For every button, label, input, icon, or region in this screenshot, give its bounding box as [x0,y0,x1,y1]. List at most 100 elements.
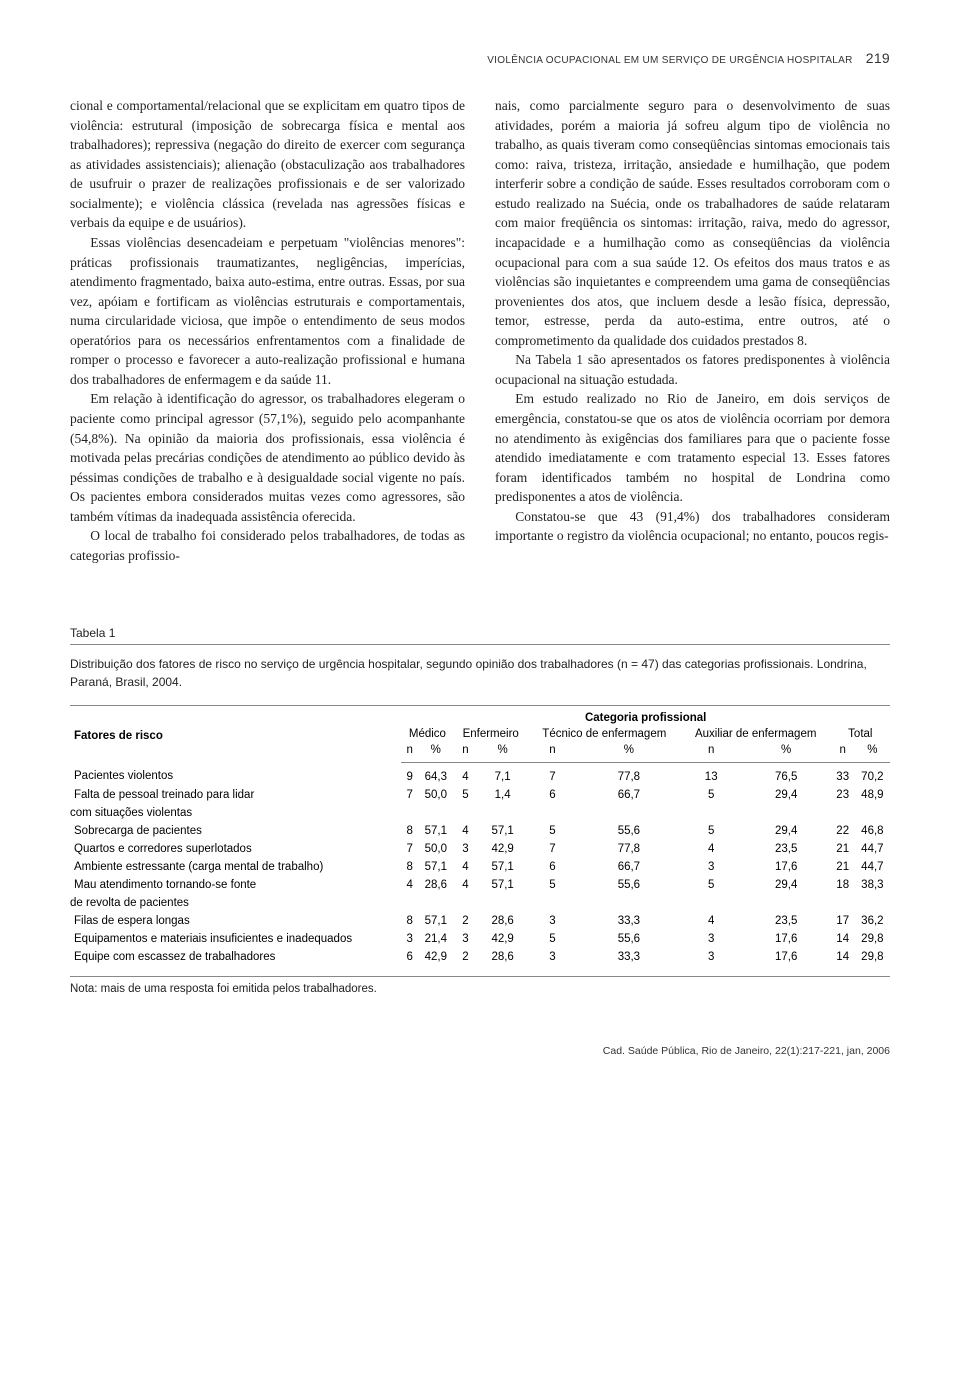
data-cell: 3 [528,912,577,930]
data-cell: 55,6 [577,822,681,840]
left-p2: Essas violências desencadeiam e perpetua… [70,233,465,390]
data-cell: 29,8 [855,948,890,966]
row-label: Pacientes violentos [70,762,401,786]
sub-pct: % [855,742,890,763]
data-cell: 28,6 [477,912,527,930]
data-cell: 6 [528,786,577,804]
row-label: Mau atendimento tornando-se fonte [70,876,401,894]
sub-pct: % [742,742,831,763]
data-cell: 23,5 [742,912,831,930]
data-cell: 33 [831,762,855,786]
data-cell: 3 [401,930,418,948]
data-cell: 29,4 [742,876,831,894]
data-cell: 66,7 [577,786,681,804]
data-cell: 77,8 [577,762,681,786]
data-cell: 8 [401,822,418,840]
sub-pct: % [418,742,453,763]
running-title: VIOLÊNCIA OCUPACIONAL EM UM SERVIÇO DE U… [487,55,852,66]
data-cell: 46,8 [855,822,890,840]
data-cell: 2 [454,912,478,930]
data-cell: 5 [528,876,577,894]
data-cell: 6 [401,948,418,966]
table-row: Quartos e corredores superlotados750,034… [70,840,890,858]
row-label: Falta de pessoal treinado para lidar [70,786,401,804]
table-row: Equipamentos e materiais insuficientes e… [70,930,890,948]
table-row: Sobrecarga de pacientes857,1457,1555,652… [70,822,890,840]
table-row: Filas de espera longas857,1228,6333,3423… [70,912,890,930]
data-cell: 5 [528,822,577,840]
table-note: Nota: mais de uma resposta foi emitida p… [70,976,890,995]
data-cell: 23,5 [742,840,831,858]
data-cell: 3 [681,930,742,948]
data-cell: 57,1 [477,822,527,840]
data-cell: 1,4 [477,786,527,804]
data-cell: 21 [831,858,855,876]
table-row: de revolta de pacientes [70,894,890,912]
row-label: Quartos e corredores superlotados [70,840,401,858]
table-1: Tabela 1 Distribuição dos fatores de ris… [70,626,890,995]
data-cell: 57,1 [477,858,527,876]
data-cell: 76,5 [742,762,831,786]
left-p3: Em relação à identificação do agressor, … [70,389,465,526]
data-cell: 50,0 [418,786,453,804]
data-cell: 21 [831,840,855,858]
data-cell: 57,1 [418,858,453,876]
row-sublabel: com situações violentas [70,804,890,822]
data-cell: 22 [831,822,855,840]
data-cell: 23 [831,786,855,804]
sub-n: n [454,742,478,763]
right-p2: Na Tabela 1 são apresentados os fatores … [495,350,890,389]
right-column: nais, como parcialmente seguro para o de… [495,96,890,566]
data-cell: 57,1 [418,912,453,930]
table-row: Pacientes violentos964,347,1777,81376,53… [70,762,890,786]
left-p4: O local de trabalho foi considerado pelo… [70,526,465,565]
running-header: VIOLÊNCIA OCUPACIONAL EM UM SERVIÇO DE U… [70,50,890,66]
fatores-header: Fatores de risco [70,705,401,762]
data-cell: 5 [681,876,742,894]
sub-n: n [831,742,855,763]
sub-pct: % [577,742,681,763]
data-cell: 21,4 [418,930,453,948]
data-cell: 33,3 [577,912,681,930]
data-cell: 57,1 [477,876,527,894]
data-cell: 66,7 [577,858,681,876]
table-row: Falta de pessoal treinado para lidar750,… [70,786,890,804]
data-cell: 17,6 [742,858,831,876]
col-tecnico: Técnico de enfermagem [528,726,681,742]
data-cell: 5 [454,786,478,804]
data-cell: 9 [401,762,418,786]
row-sublabel: de revolta de pacientes [70,894,890,912]
data-cell: 14 [831,948,855,966]
right-p1: nais, como parcialmente seguro para o de… [495,96,890,350]
table-row: Equipe com escassez de trabalhadores642,… [70,948,890,966]
body-columns: cional e comportamental/relacional que s… [70,96,890,566]
col-total: Total [831,726,890,742]
row-label: Sobrecarga de pacientes [70,822,401,840]
data-cell: 3 [681,858,742,876]
sub-n: n [528,742,577,763]
data-cell: 44,7 [855,858,890,876]
table-row: Mau atendimento tornando-se fonte428,645… [70,876,890,894]
data-cell: 7 [401,840,418,858]
col-medico: Médico [401,726,453,742]
data-cell: 7 [528,840,577,858]
sub-n: n [401,742,418,763]
data-cell: 77,8 [577,840,681,858]
data-cell: 57,1 [418,822,453,840]
page-number: 219 [866,50,890,66]
data-cell: 36,2 [855,912,890,930]
sub-n: n [681,742,742,763]
data-cell: 3 [681,948,742,966]
data-cell: 3 [528,948,577,966]
left-column: cional e comportamental/relacional que s… [70,96,465,566]
left-p1: cional e comportamental/relacional que s… [70,96,465,233]
row-label: Equipamentos e materiais insuficientes e… [70,930,401,948]
data-cell: 6 [528,858,577,876]
data-cell: 2 [454,948,478,966]
data-cell: 29,4 [742,786,831,804]
data-cell: 4 [454,762,478,786]
data-cell: 42,9 [477,930,527,948]
data-cell: 4 [454,876,478,894]
data-cell: 14 [831,930,855,948]
table-label: Tabela 1 [70,626,890,645]
